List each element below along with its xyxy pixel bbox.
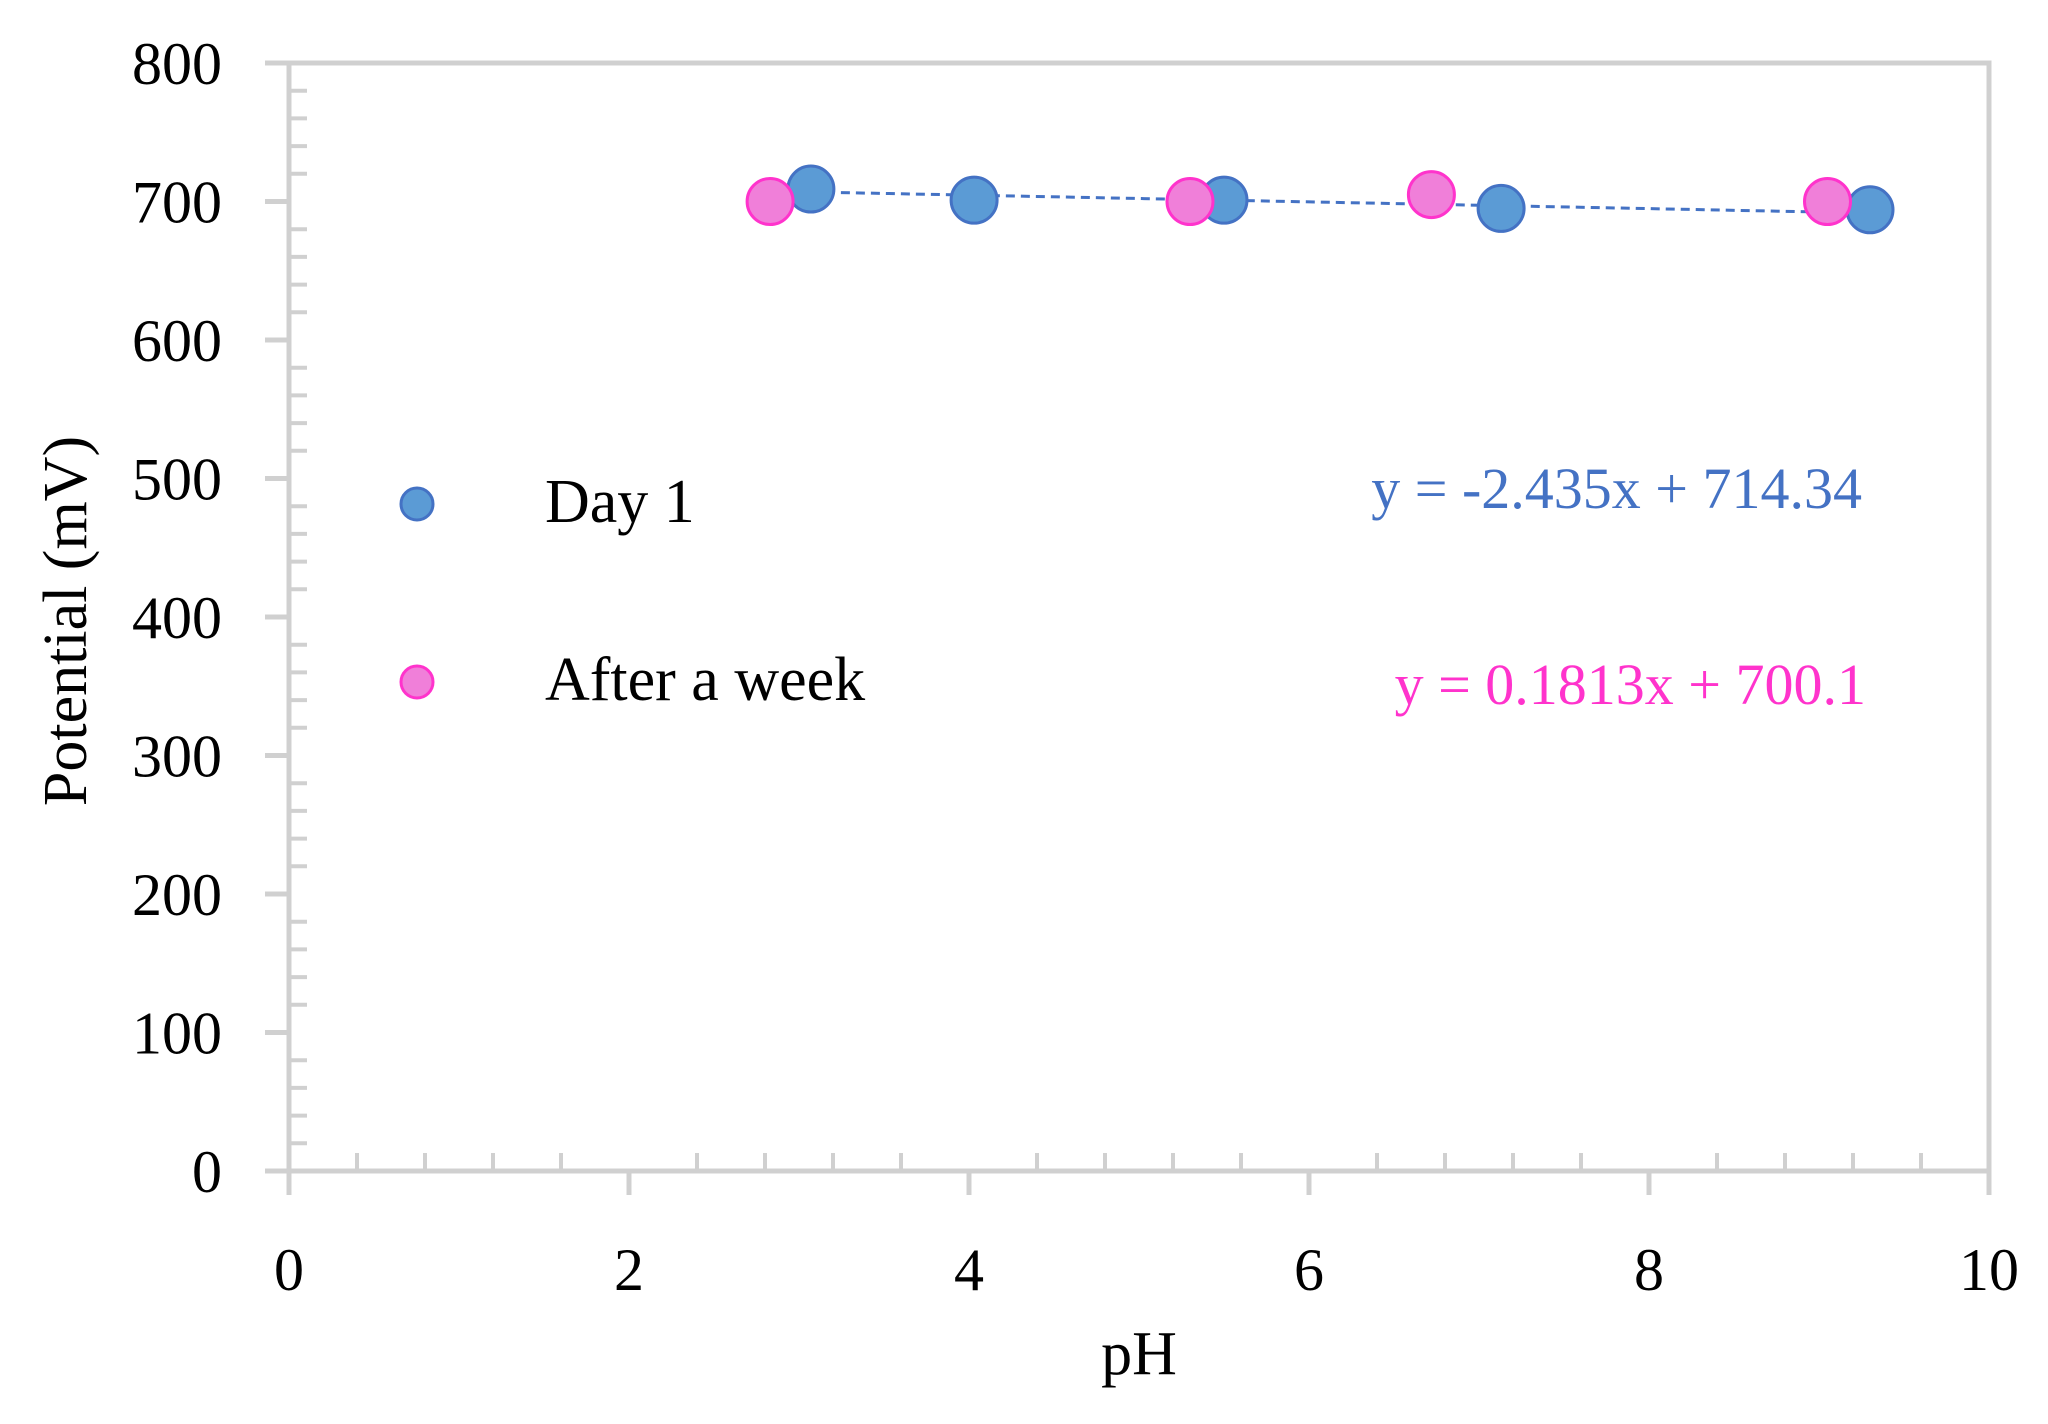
y-axis-title: Potential (mV) bbox=[32, 436, 100, 806]
x-tick-label: 2 bbox=[614, 1237, 644, 1303]
x-tick-label: 10 bbox=[1959, 1237, 2019, 1303]
y-tick-label: 800 bbox=[132, 31, 222, 97]
x-tick-label: 4 bbox=[954, 1237, 984, 1303]
legend-label-day-1: Day 1 bbox=[545, 468, 695, 536]
y-tick-label: 300 bbox=[132, 724, 222, 790]
legend: Day 1 After a week bbox=[399, 468, 865, 714]
y-tick-label: 700 bbox=[132, 170, 222, 236]
x-axis-title: pH bbox=[1101, 1320, 1177, 1388]
y-tick-label: 600 bbox=[132, 308, 222, 374]
y-tick-label: 100 bbox=[132, 1001, 222, 1067]
data-points bbox=[745, 164, 1895, 235]
point-after-a-week bbox=[1406, 170, 1456, 220]
x-tick-label: 8 bbox=[1634, 1237, 1664, 1303]
point-day-1 bbox=[949, 175, 999, 225]
trendlines bbox=[810, 190, 1871, 215]
minor-ticks bbox=[289, 88, 1923, 1171]
point-day-1 bbox=[786, 164, 836, 214]
point-after-a-week bbox=[1165, 177, 1215, 226]
legend-label-after-a-week: After a week bbox=[545, 646, 865, 714]
point-after-a-week bbox=[1803, 177, 1852, 226]
y-tick-label: 200 bbox=[132, 862, 222, 928]
legend-marker-day-1 bbox=[399, 486, 435, 522]
trendline-day-1 bbox=[810, 190, 1871, 215]
y-tick-label: 500 bbox=[132, 447, 222, 513]
x-tick-label: 0 bbox=[274, 1237, 304, 1303]
x-axis-ticks: 0 2 4 6 8 10 bbox=[274, 1171, 2019, 1303]
x-tick-label: 6 bbox=[1294, 1237, 1324, 1303]
y-tick-label: 0 bbox=[192, 1139, 222, 1205]
point-after-a-week bbox=[745, 177, 795, 226]
y-tick-label: 400 bbox=[132, 585, 222, 651]
point-day-1 bbox=[1476, 183, 1526, 233]
y-axis-ticks: 0 100 200 300 400 500 600 700 800 bbox=[132, 31, 289, 1205]
legend-marker-after-a-week bbox=[399, 664, 435, 700]
trendline-equation-day-1: y = -2.435x + 714.34 bbox=[1371, 456, 1862, 521]
point-day-1 bbox=[1845, 185, 1895, 235]
trendline-equation-after-a-week: y = 0.1813x + 700.1 bbox=[1395, 652, 1866, 717]
